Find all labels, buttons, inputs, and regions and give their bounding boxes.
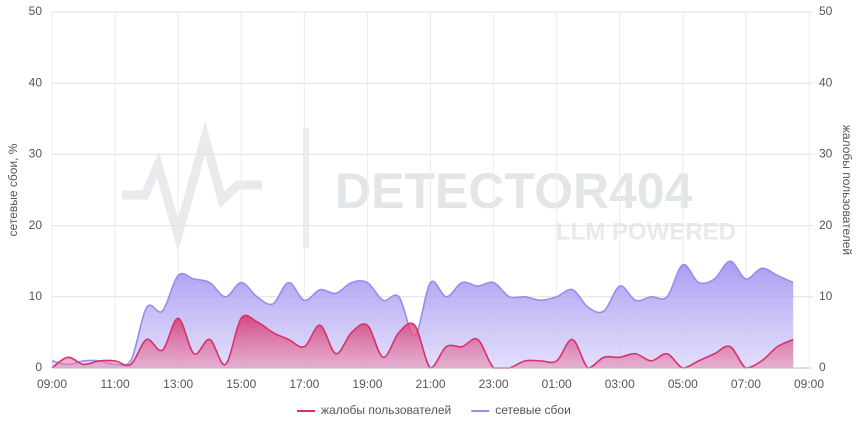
y2-tick-label: 30 [819,147,833,161]
watermark-subtitle: LLM POWERED [556,218,736,245]
y-tick-label: 10 [29,289,43,303]
watermark-divider [303,128,309,248]
y-axis-title: сетевые сбои, % [6,143,20,236]
y2-tick-label: 10 [819,289,833,303]
y-tick-label: 50 [29,4,43,18]
y2-axis-title: жалобы пользователей [840,125,854,255]
legend-label: сетевые сбои [495,403,571,417]
x-tick-label: 21:00 [415,377,445,391]
y-tick-label: 0 [35,360,42,374]
line [51,314,794,369]
x-tick-label: 17:00 [289,377,319,391]
x-tick-label: 13:00 [163,377,193,391]
x-tick-label: 09:00 [37,377,67,391]
line [51,260,794,367]
x-tick-label: 05:00 [668,377,698,391]
x-tick-label: 19:00 [352,377,382,391]
legend-label: жалобы пользователей [321,403,451,417]
x-tick-label: 01:00 [542,377,572,391]
x-tick-label: 11:00 [101,377,130,391]
x-tick-label: 03:00 [605,377,635,391]
y2-tick-label: 20 [819,218,833,232]
y-tick-label: 40 [29,75,43,89]
y2-tick-label: 40 [819,75,833,89]
y2-tick-label: 0 [819,360,826,374]
y-tick-label: 30 [29,147,43,161]
watermark-title: DETECTOR404 [335,163,693,219]
x-tick-label: 23:00 [479,377,509,391]
y2-tick-label: 50 [819,4,833,18]
x-tick-label: 15:00 [226,377,256,391]
watermark-logo [122,121,262,252]
x-tick-label: 09:00 [794,377,824,391]
y-tick-label: 20 [29,218,43,232]
watermark: DETECTOR404 LLM POWERED [122,121,736,252]
x-tick-label: 07:00 [731,377,761,391]
